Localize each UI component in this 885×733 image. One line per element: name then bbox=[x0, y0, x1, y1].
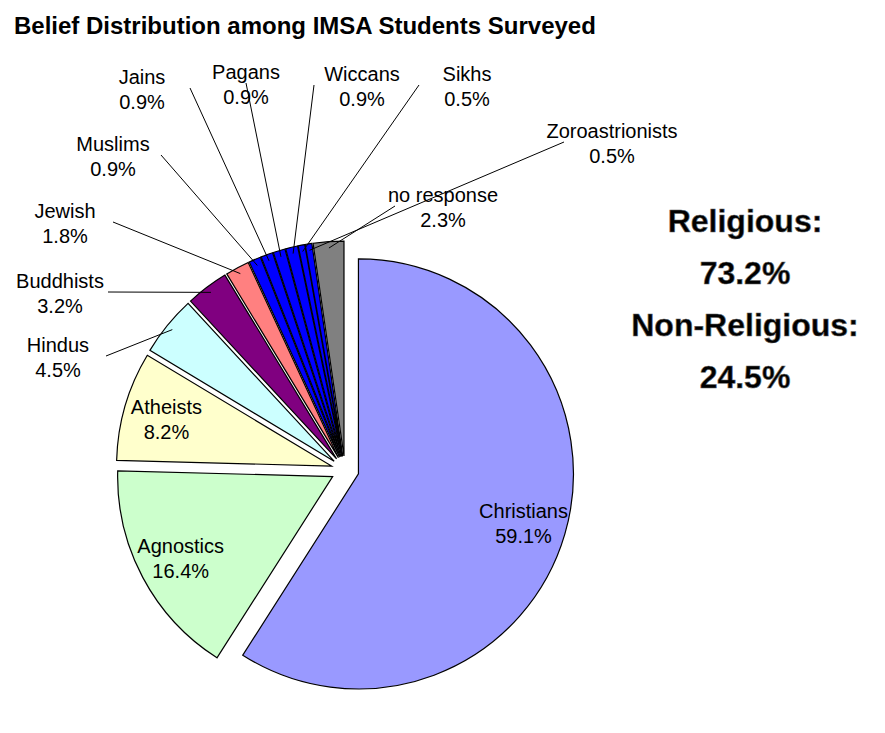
annotation: Non-Religious: bbox=[631, 307, 859, 343]
slice-value-label: 0.5% bbox=[589, 145, 635, 167]
labels: Christians 59.1% Agnostics 16.4% Atheists 8.2… bbox=[16, 61, 678, 582]
title: Belief Distribution among IMSA Students … bbox=[14, 12, 596, 39]
slice-value-label: 1.8% bbox=[42, 225, 88, 247]
slice-label: Jains bbox=[119, 66, 166, 88]
slice-value-label: 4.5% bbox=[35, 359, 81, 381]
slice-label: Atheists bbox=[131, 396, 202, 418]
slice-label: Zoroastrionists bbox=[546, 120, 677, 142]
slices bbox=[117, 241, 574, 689]
slice-value-label: 8.2% bbox=[144, 421, 190, 443]
slice-label: Hindus bbox=[27, 334, 89, 356]
leader-line bbox=[113, 222, 240, 274]
pie-slice bbox=[313, 241, 344, 456]
slice-label: Christians bbox=[479, 500, 568, 522]
annotation: 24.5% bbox=[700, 359, 791, 395]
leader-line bbox=[303, 85, 419, 252]
leader-line bbox=[310, 142, 564, 250]
slice-label: Sikhs bbox=[443, 63, 492, 85]
background bbox=[0, 0, 885, 733]
pie-slice bbox=[118, 471, 333, 658]
chart: Belief Distribution among IMSA Students … bbox=[0, 0, 885, 733]
leader-line bbox=[329, 206, 395, 248]
slice-value-label: 0.9% bbox=[339, 88, 385, 110]
annotation: 73.2% bbox=[700, 255, 791, 291]
slice-label: Muslims bbox=[76, 133, 149, 155]
slice-label: Pagans bbox=[212, 61, 280, 83]
slice-value-label: 59.1% bbox=[495, 525, 552, 547]
slice-label: Buddhists bbox=[16, 270, 104, 292]
leader-line bbox=[161, 155, 257, 265]
slice-value-label: 3.2% bbox=[37, 295, 83, 317]
slice-value-label: 16.4% bbox=[152, 560, 209, 582]
leader-line bbox=[293, 85, 314, 254]
leader-line bbox=[190, 88, 269, 261]
slice-label: Agnostics bbox=[137, 535, 224, 557]
slice-value-label: 0.9% bbox=[223, 86, 269, 108]
slice-value-label: 0.9% bbox=[119, 91, 165, 113]
leader-line bbox=[108, 292, 211, 293]
slice-value-label: 0.9% bbox=[90, 158, 136, 180]
slice-value-label: 2.3% bbox=[420, 209, 466, 231]
leader-line bbox=[106, 330, 172, 356]
slice-label: no response bbox=[388, 184, 498, 206]
slice-value-label: 0.5% bbox=[444, 88, 490, 110]
slice-label: Jewish bbox=[34, 200, 95, 222]
leader-line bbox=[246, 83, 281, 257]
annotation: Religious: bbox=[668, 203, 823, 239]
slice-label: Wiccans bbox=[324, 63, 400, 85]
